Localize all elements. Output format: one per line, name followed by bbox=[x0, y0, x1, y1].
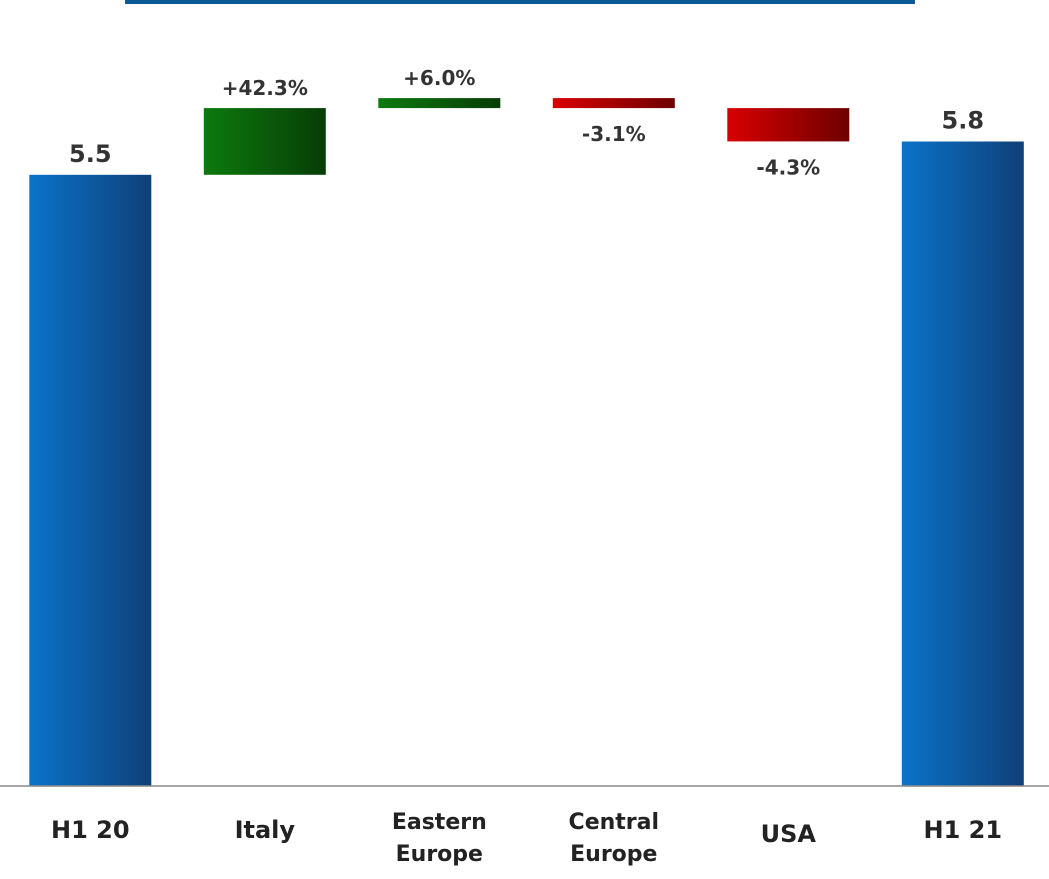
category-label-1: Italy bbox=[235, 816, 296, 844]
category-label-4: USA bbox=[761, 820, 817, 848]
category-label-3-line-0: Central bbox=[569, 810, 659, 835]
data-label-2: +6.0% bbox=[403, 66, 475, 90]
category-label-2: Eastern Europe bbox=[392, 810, 487, 867]
bar-5 bbox=[901, 141, 1024, 786]
bar-0 bbox=[29, 174, 152, 787]
category-label-3: Central Europe bbox=[569, 810, 659, 867]
bar-3 bbox=[552, 98, 675, 109]
bar-2 bbox=[378, 98, 501, 109]
category-label-2-line-0: Eastern bbox=[392, 810, 487, 835]
data-label-5: 5.8 bbox=[942, 107, 985, 135]
bar-1 bbox=[203, 108, 326, 175]
data-label-3: -3.1% bbox=[582, 122, 646, 146]
category-label-5: H1 21 bbox=[924, 816, 1003, 844]
bar-4 bbox=[727, 108, 850, 142]
data-label-1: +42.3% bbox=[222, 76, 308, 100]
category-label-0: H1 20 bbox=[51, 816, 130, 844]
category-label-2-line-1: Europe bbox=[396, 842, 483, 867]
data-label-0: 5.5 bbox=[69, 140, 112, 168]
category-label-3-line-1: Europe bbox=[570, 842, 657, 867]
data-label-4: -4.3% bbox=[756, 156, 820, 180]
